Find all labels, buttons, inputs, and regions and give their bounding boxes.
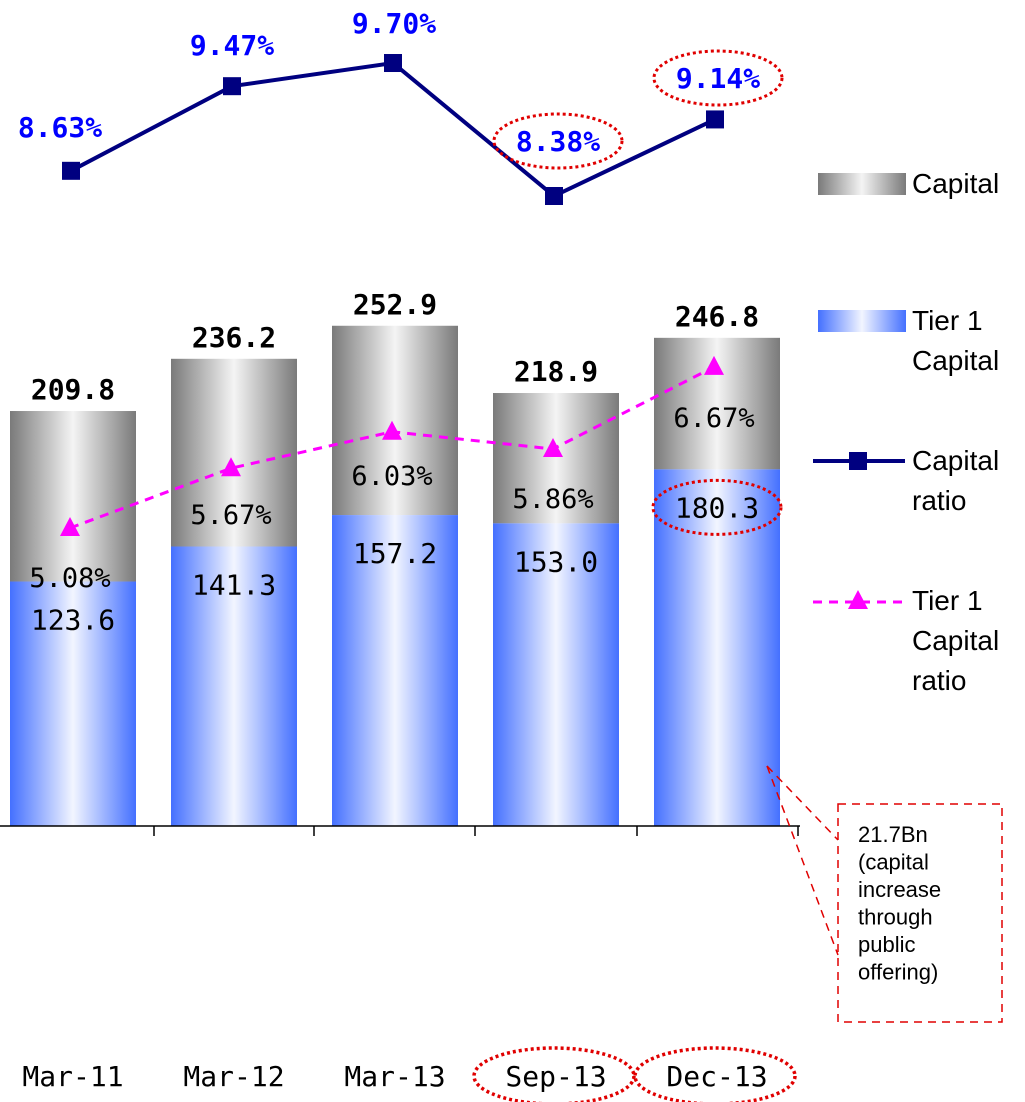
capital-bar-Dec-13 xyxy=(654,337,780,470)
legend-item-0: Capital xyxy=(818,168,999,199)
capital-total-label: 236.2 xyxy=(192,321,276,354)
legend-text-line: ratio xyxy=(912,485,966,516)
capital-ratio-point-Mar-12 xyxy=(223,77,241,96)
legend-item-1: Tier 1 Capital xyxy=(818,305,999,376)
capital-ratio-label: 8.63% xyxy=(18,111,102,144)
tier1-capital-value-label: 141.3 xyxy=(192,569,276,602)
legend-text-line: ratio xyxy=(912,665,966,696)
tier1-capital-value-label: 157.2 xyxy=(353,537,437,570)
annotation-text-line: offering) xyxy=(858,960,938,985)
legend-text-line: Capital xyxy=(912,445,999,476)
x-tick-label-Mar-13: Mar-13 xyxy=(344,1060,445,1093)
tier1-capital-bar-Mar-12 xyxy=(171,546,297,826)
capital-ratio-point-Mar-11 xyxy=(62,161,80,180)
capital-ratio-label: 9.47% xyxy=(190,29,274,62)
bars-layer xyxy=(10,325,780,826)
legend-text-line: Tier 1 xyxy=(912,585,983,616)
annotation-text-line: through xyxy=(858,905,933,930)
tier1-capital-value-label: 153.0 xyxy=(514,545,598,578)
x-tick-label-Sep-13: Sep-13 xyxy=(505,1060,606,1093)
capital-ratio-point-Dec-13 xyxy=(706,110,724,129)
capital-ratio-highlight-circle xyxy=(492,112,624,170)
capital-ratio-line xyxy=(70,60,716,199)
category-highlight-circle xyxy=(472,1046,636,1102)
legend-item-3: Tier 1 Capital ratio xyxy=(813,585,999,696)
annotation-pointer-upper xyxy=(766,765,839,841)
legend-swatch-tier1-capital xyxy=(818,310,906,332)
category-highlight-circle xyxy=(633,1046,797,1102)
capital-ratio-point-Mar-13 xyxy=(384,54,402,73)
legend-text-line: Capital xyxy=(912,625,999,656)
tier1-ratio-point-Mar-12 xyxy=(221,457,241,477)
capital-ratio-point-Sep-13 xyxy=(545,187,563,205)
tier1-ratio-label: 6.03% xyxy=(351,461,432,492)
capital-ratio-label: 8.38% xyxy=(516,125,600,158)
capital-total-label: 209.8 xyxy=(31,373,115,406)
tier1-ratio-point-Mar-11 xyxy=(60,517,80,536)
capital-ratio-line-layer xyxy=(62,54,724,205)
legend: Capital Tier 1 Capital Capital ratio Tier 1 Ca… xyxy=(813,168,999,696)
capital-ratio-label: 9.70% xyxy=(352,7,436,40)
capital-ratio-highlight-circle xyxy=(652,49,784,107)
tier1-ratio-point-Dec-13 xyxy=(704,355,724,375)
tier1-ratio-point-Sep-13 xyxy=(543,437,563,457)
labels-layer: 209.8 123.6 236.2 141.3 252.9 157.2 218.9 153.0… xyxy=(18,7,784,637)
tier1-ratio-line-layer xyxy=(60,355,724,536)
legend-text-line: Capital xyxy=(912,345,999,376)
annotation-text-line: 21.7Bn xyxy=(858,822,928,847)
x-axis: Mar-11 Mar-12 Mar-13 Sep-13 Dec-13 xyxy=(0,825,800,1102)
capital-ratio-label: 9.14% xyxy=(676,62,760,95)
tier1-capital-value-label: 180.3 xyxy=(675,491,759,524)
tier1-capital-value-label: 123.6 xyxy=(31,604,115,637)
tier1-ratio-label: 6.67% xyxy=(673,403,754,434)
capital-bar-Mar-13 xyxy=(332,325,458,516)
capital-bar-Mar-11 xyxy=(10,411,136,582)
capital-total-label: 246.8 xyxy=(675,300,759,333)
annotation-box xyxy=(837,803,1003,1023)
x-tick-label-Dec-13: Dec-13 xyxy=(666,1060,767,1093)
legend-swatch-capital xyxy=(818,173,906,195)
tier1-highlight-circle xyxy=(651,478,783,536)
legend-text-line: Capital xyxy=(912,168,999,199)
x-tick-label-Mar-12: Mar-12 xyxy=(183,1060,284,1093)
capital-bar-Mar-12 xyxy=(171,358,297,547)
legend-marker-tier1-ratio xyxy=(848,590,868,609)
tier1-ratio-label: 5.67% xyxy=(190,500,271,531)
legend-text-line: Tier 1 xyxy=(912,305,983,336)
capital-total-label: 218.9 xyxy=(514,355,598,388)
annotation-text-line: increase xyxy=(858,877,941,902)
legend-item-2: Capital ratio xyxy=(813,445,999,516)
tier1-capital-bar-Mar-11 xyxy=(10,581,136,826)
tier1-ratio-label: 5.08% xyxy=(29,563,110,594)
tier1-capital-bar-Sep-13 xyxy=(493,523,619,826)
annotation-text-line: public xyxy=(858,932,915,957)
capital-bar-Sep-13 xyxy=(493,393,619,524)
annotation-text-line: (capital xyxy=(858,850,929,875)
x-tick-label-Mar-11: Mar-11 xyxy=(22,1060,123,1093)
annotation-pointer-lower xyxy=(766,765,839,956)
capital-total-label: 252.9 xyxy=(353,288,437,321)
legend-marker-capital-ratio xyxy=(849,452,867,470)
tier1-capital-bar-Mar-13 xyxy=(332,515,458,826)
tier1-ratio-point-Mar-13 xyxy=(382,420,402,440)
tier1-ratio-label: 5.86% xyxy=(512,484,593,515)
